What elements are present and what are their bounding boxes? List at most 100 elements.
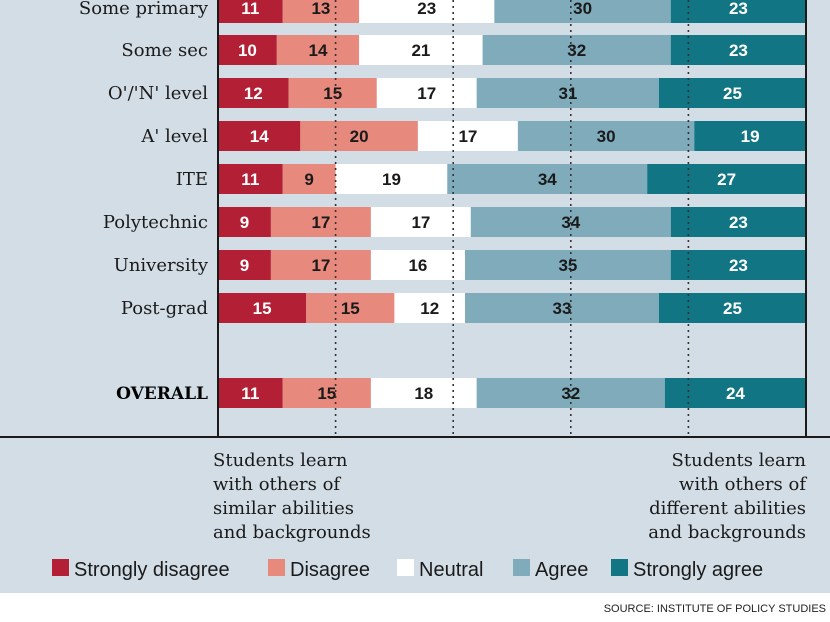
legend-label-strongly-disagree: Strongly disagree — [74, 559, 230, 581]
bar-some-primary-neutral — [359, 0, 495, 23]
category-label-post-grad: Post-grad — [121, 298, 208, 319]
value-label-overall-strongly-agree: 24 — [726, 384, 745, 403]
bar-ite-strongly-disagree — [218, 164, 283, 194]
bar-some-primary-strongly-agree — [670, 0, 806, 23]
bar-polytechnic-strongly-agree — [670, 207, 806, 237]
bar-ite-strongly-agree — [647, 164, 806, 194]
legend-label-disagree: Disagree — [290, 559, 370, 581]
bar-a-level-agree — [517, 121, 695, 151]
value-label-university-strongly-agree: 23 — [729, 256, 748, 275]
bar-ite-agree — [447, 164, 648, 194]
value-label-some-sec-disagree: 14 — [309, 41, 328, 60]
right-note-line-4: and backgrounds — [648, 522, 806, 543]
bar-a-level-strongly-agree — [694, 121, 806, 151]
bar-university-neutral — [370, 250, 465, 280]
value-label-ite-agree: 34 — [538, 170, 557, 189]
legend-swatch-disagree — [268, 559, 285, 576]
bar-o-n-level-strongly-disagree — [218, 78, 289, 108]
bar-some-primary-agree — [494, 0, 671, 23]
bar-university-strongly-disagree — [218, 250, 271, 280]
value-label-a-level-neutral: 17 — [458, 127, 477, 146]
value-label-o-n-level-neutral: 17 — [417, 84, 436, 103]
category-label-ite: ITE — [176, 169, 208, 190]
legend-label-neutral: Neutral — [419, 559, 483, 581]
bar-ite-disagree — [282, 164, 336, 194]
right-note-line-2: with others of — [679, 474, 807, 495]
bar-university-disagree — [270, 250, 371, 280]
bar-overall-neutral — [370, 378, 477, 408]
bar-overall-strongly-disagree — [218, 378, 283, 408]
bar-some-sec-agree — [482, 35, 671, 65]
value-label-o-n-level-agree: 31 — [558, 84, 577, 103]
legend-label-agree: Agree — [535, 559, 588, 581]
bar-a-level-strongly-disagree — [218, 121, 301, 151]
value-label-a-level-disagree: 20 — [350, 127, 369, 146]
category-label-some-sec: Some sec — [121, 40, 208, 61]
value-label-o-n-level-disagree: 15 — [323, 84, 342, 103]
category-label-polytechnic: Polytechnic — [103, 212, 208, 233]
value-label-some-primary-agree: 30 — [573, 0, 592, 18]
bar-some-primary-disagree — [282, 0, 360, 23]
value-label-some-sec-neutral: 21 — [411, 41, 430, 60]
value-label-university-strongly-disagree: 9 — [240, 256, 249, 275]
value-label-overall-disagree: 15 — [317, 384, 336, 403]
category-label-a-level: A' level — [140, 126, 208, 147]
legend: Strongly disagree Disagree Neutral Agree Str… — [52, 559, 763, 581]
bar-some-primary-strongly-disagree — [218, 0, 283, 23]
value-label-ite-neutral: 19 — [382, 170, 401, 189]
value-label-post-grad-strongly-agree: 25 — [723, 299, 742, 318]
legend-label-strongly-agree: Strongly agree — [633, 559, 763, 581]
category-label-overall: OVERALL — [116, 384, 208, 404]
bar-post-grad-strongly-disagree — [218, 293, 307, 323]
bar-some-sec-disagree — [276, 35, 360, 65]
value-label-some-primary-disagree: 13 — [311, 0, 330, 18]
value-label-a-level-strongly-disagree: 14 — [250, 127, 269, 146]
value-label-university-disagree: 17 — [311, 256, 330, 275]
value-label-overall-agree: 32 — [561, 384, 580, 403]
left-note-line-3: similar abilities — [213, 498, 354, 519]
value-label-polytechnic-strongly-agree: 23 — [729, 213, 748, 232]
value-label-post-grad-neutral: 12 — [420, 299, 439, 318]
bar-o-n-level-strongly-agree — [659, 78, 806, 108]
bar-polytechnic-disagree — [270, 207, 371, 237]
bar-a-level-neutral — [417, 121, 518, 151]
legend-swatch-neutral — [397, 559, 414, 576]
value-label-post-grad-strongly-disagree: 15 — [253, 299, 272, 318]
category-label-some-primary: Some primary — [79, 0, 209, 19]
value-label-some-primary-strongly-disagree: 11 — [241, 0, 259, 18]
bar-post-grad-disagree — [306, 293, 395, 323]
legend-swatch-strongly-agree — [611, 559, 628, 576]
bar-post-grad-strongly-agree — [659, 293, 806, 323]
bar-some-sec-strongly-disagree — [218, 35, 277, 65]
value-label-o-n-level-strongly-disagree: 12 — [244, 84, 263, 103]
legend-swatch-agree — [513, 559, 530, 576]
bars-layer: 11 13 23 30 23 10 14 21 32 23 12 15 17 31 25 14 20 17 30 19… — [218, 0, 806, 408]
value-label-overall-neutral: 18 — [414, 384, 433, 403]
value-label-some-sec-strongly-agree: 23 — [729, 41, 748, 60]
bar-university-strongly-agree — [670, 250, 806, 280]
value-label-a-level-agree: 30 — [597, 127, 616, 146]
bar-o-n-level-agree — [476, 78, 659, 108]
bar-polytechnic-neutral — [370, 207, 471, 237]
bar-a-level-disagree — [300, 121, 418, 151]
bar-overall-disagree — [282, 378, 371, 408]
value-label-ite-strongly-disagree: 11 — [241, 170, 259, 189]
left-note-line-4: and backgrounds — [213, 522, 371, 543]
bar-university-agree — [465, 250, 671, 280]
bar-polytechnic-strongly-disagree — [218, 207, 271, 237]
value-label-polytechnic-disagree: 17 — [311, 213, 330, 232]
value-label-o-n-level-strongly-agree: 25 — [723, 84, 742, 103]
value-label-university-neutral: 16 — [408, 256, 427, 275]
right-note-line-3: different abilities — [649, 498, 806, 519]
bar-some-sec-strongly-agree — [670, 35, 806, 65]
value-label-some-sec-agree: 32 — [567, 41, 586, 60]
bar-o-n-level-disagree — [288, 78, 377, 108]
value-label-a-level-strongly-agree: 19 — [741, 127, 760, 146]
bar-post-grad-agree — [465, 293, 659, 323]
value-label-polytechnic-neutral: 17 — [411, 213, 430, 232]
axes-layer: Some primary Some sec O'/'N' level A' level… — [0, 0, 830, 438]
bar-o-n-level-neutral — [376, 78, 477, 108]
value-label-some-sec-strongly-disagree: 10 — [238, 41, 257, 60]
